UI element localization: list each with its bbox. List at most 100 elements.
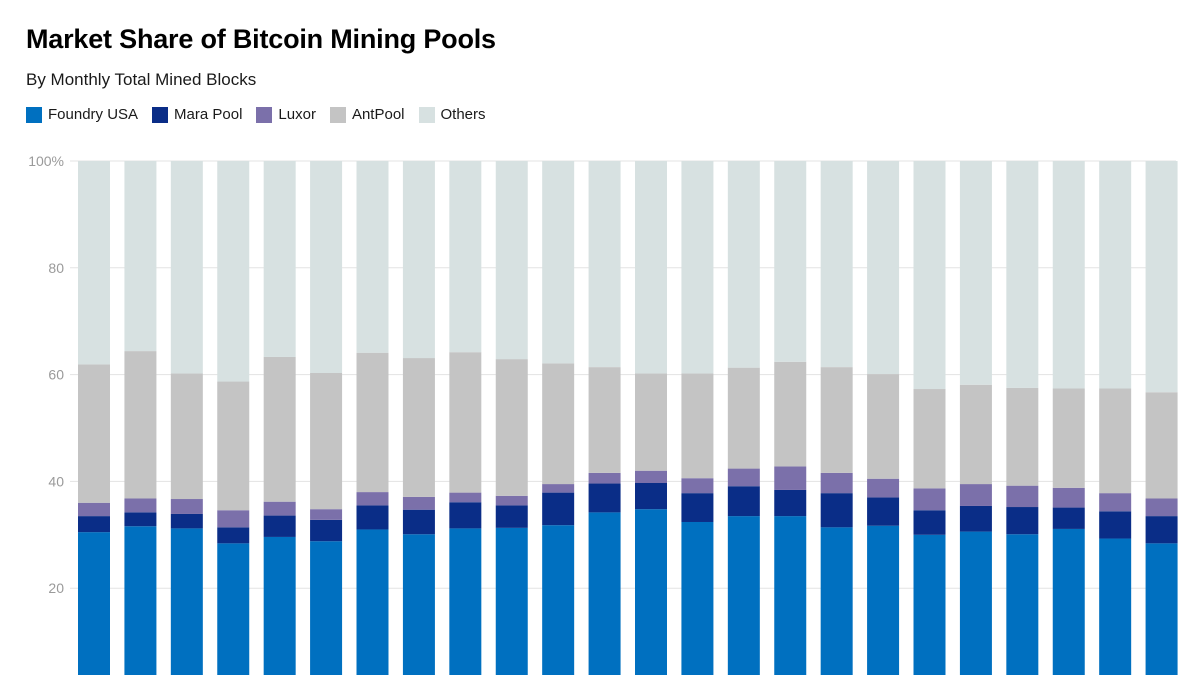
bar-luxor-16 [774, 466, 807, 490]
bar-others-9 [449, 161, 482, 353]
bar-others-10 [495, 161, 528, 360]
bar-others-19 [913, 161, 946, 390]
bar-luxor-1 [78, 502, 110, 517]
bar-others-17 [820, 161, 853, 368]
y-tick-label-20: 20 [48, 580, 64, 596]
bar-group-11 [542, 161, 575, 675]
bar-foundry-usa-18 [867, 525, 900, 675]
bar-antpool-24 [1145, 392, 1178, 499]
bar-mara-pool-7 [356, 505, 389, 530]
bar-group-4 [217, 161, 250, 675]
bar-antpool-19 [913, 389, 946, 489]
bar-mara-pool-20 [959, 505, 992, 532]
bar-foundry-usa-23 [1099, 538, 1132, 675]
legend: Foundry USA Mara Pool Luxor AntPool Othe… [26, 106, 500, 123]
bar-antpool-12 [588, 367, 621, 473]
bar-mara-pool-17 [820, 493, 853, 528]
bar-foundry-usa-17 [820, 527, 853, 675]
chart-subtitle: By Monthly Total Mined Blocks [26, 70, 257, 89]
bar-group-8 [402, 161, 435, 675]
bar-foundry-usa-11 [542, 525, 575, 675]
bar-mara-pool-13 [635, 483, 667, 510]
bar-foundry-usa-2 [124, 526, 157, 675]
bar-group-19 [913, 161, 946, 675]
legend-item-antpool: AntPool [329, 106, 405, 123]
bar-foundry-usa-10 [495, 527, 528, 675]
bar-luxor-10 [495, 495, 528, 506]
bar-foundry-usa-6 [310, 541, 343, 675]
legend-item-others: Others [418, 106, 486, 123]
bar-group-2 [124, 161, 157, 675]
legend-swatch-antpool [329, 106, 346, 123]
bar-luxor-24 [1145, 498, 1178, 517]
legend-swatch-mara-pool [152, 106, 169, 123]
bar-luxor-15 [727, 468, 760, 487]
bar-mara-pool-4 [217, 527, 250, 544]
legend-label-others: Others [440, 106, 486, 123]
bar-antpool-3 [170, 373, 203, 500]
bar-mara-pool-2 [124, 512, 157, 527]
legend-label-luxor: Luxor [278, 106, 316, 123]
bar-mara-pool-24 [1145, 516, 1178, 544]
y-axis-ticks: 20 40 60 80 100% [28, 153, 64, 596]
bar-group-1 [78, 161, 110, 675]
bar-others-24 [1145, 161, 1178, 393]
bar-group-12 [588, 161, 621, 675]
bar-group-18 [867, 161, 900, 675]
bar-foundry-usa-21 [1006, 534, 1039, 675]
y-tick-label-60: 60 [48, 367, 64, 383]
legend-item-luxor: Luxor [256, 106, 316, 123]
bar-luxor-8 [402, 496, 435, 510]
bar-foundry-usa-9 [449, 528, 482, 675]
bar-foundry-usa-15 [727, 516, 760, 675]
bar-foundry-usa-12 [588, 512, 621, 675]
bar-group-23 [1099, 161, 1132, 675]
bar-antpool-23 [1099, 388, 1132, 494]
bar-antpool-21 [1006, 387, 1039, 486]
bar-mara-pool-12 [588, 483, 621, 513]
legend-swatch-luxor [256, 106, 273, 123]
bar-group-9 [449, 161, 482, 675]
bar-group-14 [681, 161, 714, 675]
bar-foundry-usa-7 [356, 529, 389, 675]
bar-luxor-7 [356, 492, 389, 506]
legend-swatch-others [418, 106, 435, 123]
y-tick-label-100: 100% [28, 153, 64, 169]
bar-others-2 [124, 161, 157, 352]
bar-foundry-usa-1 [78, 532, 110, 675]
bar-mara-pool-22 [1052, 507, 1085, 529]
bar-antpool-6 [310, 373, 343, 510]
bar-group-7 [356, 161, 389, 675]
bar-mara-pool-1 [78, 516, 110, 533]
bar-antpool-5 [263, 356, 296, 502]
bar-others-16 [774, 161, 807, 362]
bar-others-21 [1006, 161, 1039, 388]
bar-luxor-23 [1099, 493, 1132, 512]
legend-item-foundry-usa: Foundry USA [26, 106, 138, 123]
y-tick-label-40: 40 [48, 473, 64, 489]
bar-luxor-17 [820, 472, 853, 494]
bar-mara-pool-3 [170, 513, 203, 529]
chart-title: Market Share of Bitcoin Mining Pools [26, 24, 496, 54]
y-tick-label-80: 80 [48, 260, 64, 276]
bar-others-14 [681, 161, 714, 374]
bar-foundry-usa-24 [1145, 543, 1178, 675]
bar-luxor-9 [449, 492, 482, 503]
bar-antpool-10 [495, 359, 528, 496]
bar-others-23 [1099, 161, 1132, 389]
bar-mara-pool-10 [495, 505, 528, 528]
bar-antpool-14 [681, 373, 714, 479]
bar-mara-pool-18 [867, 497, 900, 526]
bar-group-24 [1145, 161, 1178, 675]
bar-mara-pool-5 [263, 515, 296, 537]
bar-others-13 [635, 161, 667, 374]
bar-foundry-usa-14 [681, 521, 714, 675]
bar-luxor-3 [170, 499, 203, 514]
bar-luxor-5 [263, 501, 296, 516]
bar-antpool-11 [542, 363, 575, 485]
bar-group-10 [495, 161, 528, 675]
bar-foundry-usa-22 [1052, 528, 1085, 675]
bar-luxor-14 [681, 478, 714, 494]
bar-antpool-22 [1052, 388, 1085, 488]
bar-group-13 [635, 161, 667, 675]
